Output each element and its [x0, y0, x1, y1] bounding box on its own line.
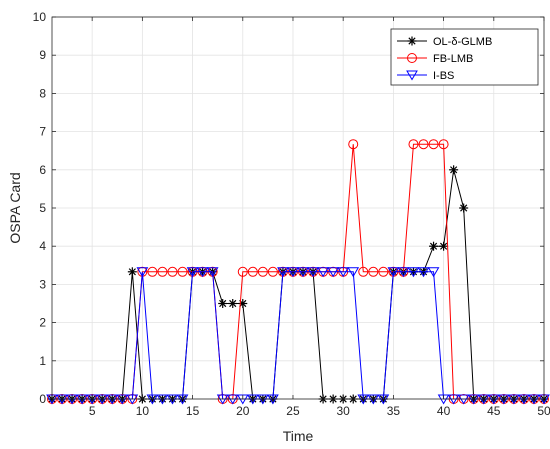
data-point	[427, 267, 440, 278]
data-point	[438, 139, 449, 150]
data-point	[418, 139, 429, 150]
legend-label: OL-δ-GLMB	[433, 36, 492, 48]
data-point	[358, 266, 369, 277]
x-tick-label: 10	[136, 404, 150, 418]
data-point	[439, 241, 449, 251]
y-tick-label: 10	[33, 10, 47, 24]
data-point	[327, 267, 340, 278]
data-point	[407, 53, 417, 63]
data-point	[127, 267, 137, 277]
legend-item: I-BS	[397, 70, 454, 82]
x-tick-label: 50	[537, 404, 550, 418]
x-tick-label: 20	[236, 404, 250, 418]
data-point	[459, 203, 469, 213]
data-point	[407, 36, 417, 46]
legend-label: I-BS	[433, 70, 454, 82]
data-point	[247, 266, 258, 277]
data-point	[136, 267, 149, 278]
data-point	[378, 266, 389, 277]
data-point	[157, 266, 168, 277]
x-tick-label: 5	[89, 404, 96, 418]
data-point	[228, 299, 238, 308]
data-point	[177, 266, 188, 277]
y-tick-label: 1	[39, 354, 46, 368]
data-point	[449, 165, 459, 175]
y-tick-label: 3	[39, 277, 46, 291]
data-point	[167, 266, 178, 277]
data-point	[406, 70, 418, 81]
data-point	[186, 267, 199, 278]
x-tick-label: 25	[286, 404, 300, 418]
data-point	[218, 299, 228, 308]
y-tick-label: 2	[39, 316, 46, 330]
data-point	[307, 267, 319, 278]
data-point	[408, 139, 419, 150]
data-point	[196, 267, 209, 278]
data-point	[206, 267, 219, 278]
x-tick-label: 45	[487, 404, 501, 418]
legend-item: FB-LMB	[397, 53, 473, 65]
y-tick-label: 6	[39, 163, 46, 177]
data-point	[267, 266, 278, 277]
data-point	[277, 267, 289, 278]
data-point	[257, 266, 268, 277]
data-point	[337, 267, 350, 278]
y-tick-label: 0	[39, 392, 46, 406]
data-point	[368, 266, 379, 277]
data-point	[417, 267, 430, 278]
data-point	[297, 267, 309, 278]
data-point	[387, 267, 400, 278]
y-tick-label: 9	[39, 48, 46, 62]
legend: OL-δ-GLMB FB-LMB I-BS	[390, 28, 539, 86]
legend-label: FB-LMB	[433, 53, 473, 65]
data-point	[429, 241, 439, 251]
data-point	[287, 267, 299, 278]
x-tick-label: 15	[186, 404, 200, 418]
data-point	[147, 266, 158, 277]
data-point	[407, 267, 420, 278]
y-tick-label: 4	[39, 239, 46, 253]
data-point	[428, 139, 439, 150]
y-tick-label: 5	[39, 201, 46, 215]
data-point	[317, 267, 329, 278]
x-tick-label: 35	[387, 404, 401, 418]
x-tick-label: 40	[437, 404, 451, 418]
y-axis-label: OSPA Card	[7, 172, 23, 243]
y-tick-label: 7	[39, 125, 46, 139]
data-point	[397, 267, 410, 278]
y-tick-label: 8	[39, 86, 46, 100]
data-point	[348, 139, 359, 150]
x-tick-label: 30	[337, 404, 351, 418]
data-point	[237, 266, 248, 277]
data-point	[347, 267, 360, 278]
x-axis-label: Time	[283, 428, 314, 444]
legend-item: OL-δ-GLMB	[397, 36, 492, 48]
